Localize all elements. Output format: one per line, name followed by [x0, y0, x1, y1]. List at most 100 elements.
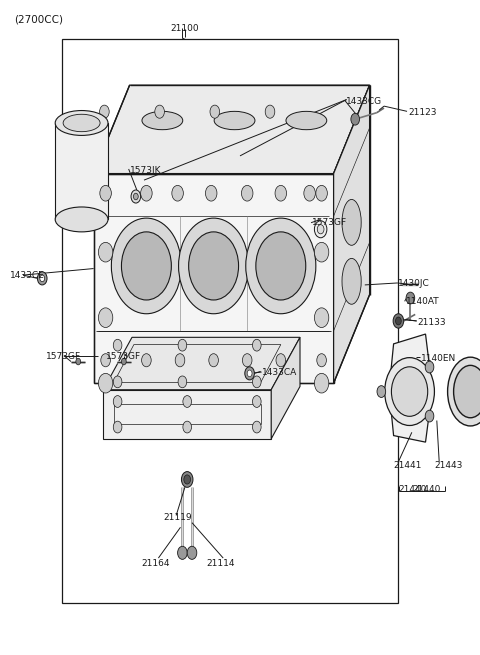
- Text: 1433CA: 1433CA: [262, 367, 297, 377]
- Text: 1140AT: 1140AT: [406, 297, 439, 306]
- Circle shape: [187, 546, 197, 559]
- Circle shape: [265, 105, 275, 118]
- Text: 21114: 21114: [206, 559, 235, 568]
- Ellipse shape: [454, 365, 480, 418]
- Circle shape: [178, 339, 187, 351]
- Circle shape: [179, 218, 249, 314]
- Circle shape: [245, 367, 254, 380]
- Circle shape: [425, 410, 434, 422]
- Circle shape: [121, 232, 171, 300]
- Circle shape: [113, 421, 122, 433]
- Circle shape: [189, 232, 239, 300]
- Text: 1573GF: 1573GF: [46, 352, 81, 362]
- Ellipse shape: [55, 111, 108, 136]
- Circle shape: [178, 546, 187, 559]
- Circle shape: [396, 317, 401, 325]
- Text: 1430JC: 1430JC: [398, 279, 430, 288]
- Circle shape: [247, 370, 252, 377]
- Circle shape: [317, 225, 324, 234]
- Ellipse shape: [286, 111, 327, 130]
- Circle shape: [100, 105, 109, 118]
- Text: 21100: 21100: [170, 24, 199, 33]
- Text: 1433CE: 1433CE: [10, 271, 44, 280]
- Text: 21164: 21164: [142, 559, 170, 568]
- Circle shape: [241, 185, 253, 201]
- Circle shape: [209, 354, 218, 367]
- Circle shape: [384, 358, 434, 426]
- Text: 21440: 21440: [398, 485, 427, 495]
- Circle shape: [317, 354, 326, 367]
- Circle shape: [252, 376, 261, 388]
- Polygon shape: [389, 334, 432, 442]
- Polygon shape: [103, 337, 300, 390]
- Circle shape: [252, 396, 261, 407]
- Text: 21441: 21441: [394, 460, 422, 470]
- Circle shape: [184, 475, 191, 484]
- Circle shape: [111, 218, 181, 314]
- Circle shape: [98, 373, 113, 393]
- Circle shape: [131, 190, 141, 203]
- Ellipse shape: [447, 357, 480, 426]
- Circle shape: [113, 339, 122, 351]
- Circle shape: [314, 308, 329, 328]
- Circle shape: [98, 308, 113, 328]
- Text: 1573GF: 1573GF: [312, 218, 347, 227]
- Circle shape: [76, 358, 81, 365]
- Circle shape: [242, 354, 252, 367]
- Circle shape: [393, 314, 404, 328]
- Circle shape: [210, 105, 220, 118]
- Circle shape: [304, 185, 315, 201]
- Polygon shape: [94, 174, 334, 383]
- Circle shape: [101, 354, 110, 367]
- Circle shape: [141, 185, 152, 201]
- Circle shape: [181, 472, 193, 487]
- Text: 21119: 21119: [163, 513, 192, 522]
- Circle shape: [391, 367, 428, 417]
- Circle shape: [275, 185, 287, 201]
- Circle shape: [113, 396, 122, 407]
- Ellipse shape: [55, 207, 108, 232]
- Text: 1573JK: 1573JK: [130, 166, 161, 175]
- Circle shape: [183, 421, 192, 433]
- Circle shape: [351, 113, 360, 125]
- Ellipse shape: [63, 114, 100, 132]
- Circle shape: [314, 242, 329, 262]
- Circle shape: [316, 185, 327, 201]
- Ellipse shape: [142, 111, 183, 130]
- Circle shape: [142, 354, 151, 367]
- Bar: [62, 39, 398, 603]
- Circle shape: [205, 185, 217, 201]
- Polygon shape: [334, 85, 370, 383]
- Polygon shape: [271, 337, 300, 439]
- Circle shape: [425, 361, 434, 373]
- Circle shape: [377, 386, 385, 398]
- Text: 21440: 21440: [413, 485, 441, 495]
- Ellipse shape: [214, 111, 255, 130]
- Circle shape: [252, 421, 261, 433]
- Circle shape: [406, 292, 415, 304]
- Polygon shape: [103, 390, 271, 439]
- Text: 1433CG: 1433CG: [346, 97, 382, 106]
- Circle shape: [172, 185, 183, 201]
- Circle shape: [175, 354, 185, 367]
- Circle shape: [100, 185, 111, 201]
- Circle shape: [178, 376, 187, 388]
- Polygon shape: [55, 123, 108, 219]
- Circle shape: [183, 396, 192, 407]
- Circle shape: [314, 373, 329, 393]
- Text: 21123: 21123: [408, 108, 436, 117]
- Ellipse shape: [342, 199, 361, 246]
- Circle shape: [276, 354, 286, 367]
- Circle shape: [252, 339, 261, 351]
- Ellipse shape: [342, 258, 361, 304]
- Circle shape: [113, 376, 122, 388]
- Text: 1140EN: 1140EN: [421, 354, 456, 363]
- Circle shape: [121, 358, 126, 365]
- Text: 21133: 21133: [418, 318, 446, 327]
- Text: (2700CC): (2700CC): [14, 14, 63, 25]
- Circle shape: [98, 242, 113, 262]
- Text: 1573GF: 1573GF: [106, 352, 141, 362]
- Polygon shape: [94, 85, 370, 174]
- Circle shape: [256, 232, 306, 300]
- Circle shape: [155, 105, 165, 118]
